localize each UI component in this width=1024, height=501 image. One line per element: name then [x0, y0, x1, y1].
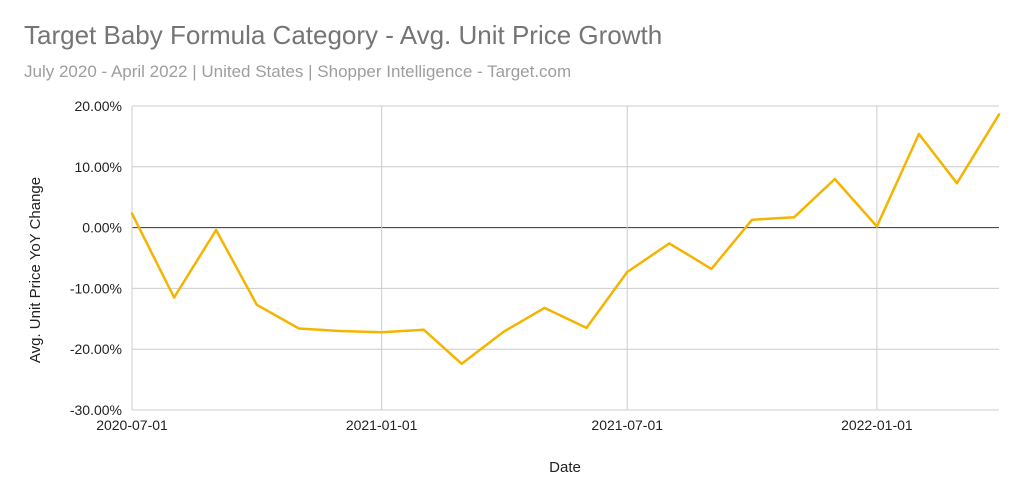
y-tick-label: -30.00% — [70, 402, 122, 418]
data-point — [255, 303, 259, 307]
x-axis-ticks: 2020-07-01 2021-01-01 2021-07-01 2022-01-01 — [96, 417, 913, 433]
data-point — [130, 212, 134, 215]
x-axis-title: Date — [549, 459, 581, 476]
data-point — [710, 267, 713, 271]
chart-title: Target Baby Formula Category - Avg. Unit… — [24, 20, 663, 50]
y-tick-label: 20.00% — [75, 98, 122, 114]
data-point — [917, 132, 921, 136]
data-point — [172, 296, 176, 299]
data-point — [792, 216, 796, 219]
series-group — [130, 113, 1001, 366]
data-point — [380, 330, 383, 334]
y-axis-title: Avg. Unit Price YoY Change — [27, 177, 44, 363]
data-point — [422, 328, 425, 331]
x-tick-label: 2021-01-01 — [346, 417, 418, 433]
x-tick-label: 2021-07-01 — [591, 417, 663, 433]
data-point — [543, 306, 546, 310]
data-point — [833, 177, 837, 181]
data-point — [297, 327, 301, 330]
data-point — [997, 113, 1001, 116]
chart-subtitle: July 2020 - April 2022 | United States |… — [24, 62, 572, 81]
series-line — [130, 113, 1001, 366]
data-point — [875, 225, 879, 228]
data-point — [668, 242, 671, 245]
y-tick-label: -10.00% — [70, 280, 122, 296]
data-point — [955, 182, 959, 185]
data-point — [585, 326, 588, 330]
y-tick-label: -20.00% — [70, 341, 122, 357]
data-point — [460, 362, 463, 365]
x-tick-label: 2022-01-01 — [841, 417, 913, 433]
data-point — [750, 218, 754, 221]
grid-lines — [131, 105, 999, 411]
y-tick-label: 0.00% — [82, 220, 122, 236]
data-point — [338, 329, 341, 333]
data-point — [502, 330, 505, 333]
y-tick-label: 10.00% — [75, 159, 122, 175]
y-axis-ticks: 20.00% 10.00% 0.00% -10.00% -20.00% -30.00% — [70, 98, 122, 418]
data-point — [214, 228, 218, 232]
x-tick-label: 2020-07-01 — [96, 417, 168, 433]
data-point — [626, 270, 629, 274]
